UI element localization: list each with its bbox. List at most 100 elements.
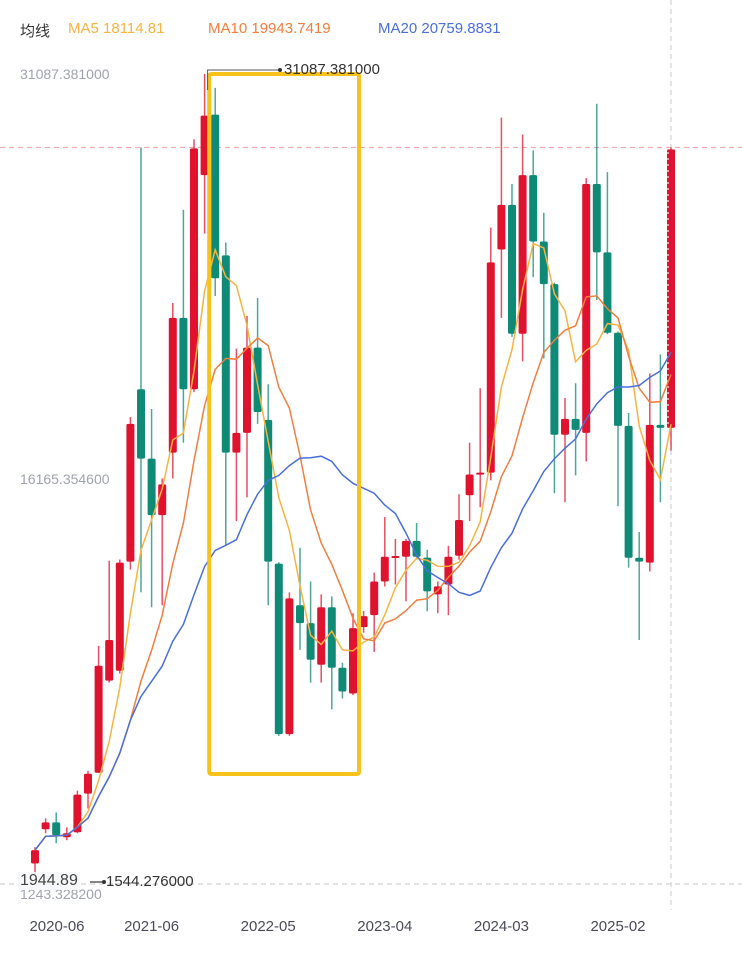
candle [455, 494, 463, 560]
candle-body[interactable] [359, 616, 368, 628]
candle [592, 103, 601, 300]
min-marker-label: 1544.276000 [106, 873, 194, 890]
candle [158, 478, 167, 606]
candle-body[interactable] [126, 423, 135, 562]
candle-body[interactable] [592, 184, 601, 253]
candle-body[interactable] [285, 598, 294, 735]
candle-body[interactable] [158, 484, 167, 516]
candle-body[interactable] [349, 628, 357, 694]
candle [168, 302, 177, 479]
candle-body[interactable] [486, 262, 495, 473]
candle [370, 572, 379, 652]
x-tick-label: 2020-06 [29, 918, 85, 935]
candle-body[interactable] [115, 562, 124, 671]
candle-body[interactable] [518, 175, 527, 334]
x-tick-label: 2022-05 [240, 918, 296, 935]
candle-body[interactable] [232, 432, 241, 453]
candle [317, 594, 326, 683]
candle-body[interactable] [147, 458, 156, 516]
candle-body[interactable] [274, 563, 283, 735]
candle-body[interactable] [423, 557, 432, 592]
ma5-line [34, 242, 672, 851]
candle [603, 172, 612, 335]
y-tick-label-mid: 16165.354600 [20, 471, 110, 487]
candle-body[interactable] [603, 252, 612, 333]
candle [423, 549, 432, 612]
candle-body[interactable] [635, 557, 644, 562]
candle [486, 227, 495, 481]
candle-body[interactable] [168, 317, 177, 453]
candle-body[interactable] [94, 665, 103, 773]
candle [444, 545, 453, 616]
highlight-box [207, 72, 361, 776]
candle-body[interactable] [296, 605, 304, 624]
candle-body[interactable] [656, 424, 665, 428]
candle-body[interactable] [667, 149, 675, 428]
candle-body[interactable] [561, 418, 569, 435]
candle-body[interactable] [624, 425, 633, 558]
candle [115, 559, 124, 674]
candle-body[interactable] [306, 623, 315, 660]
candle-body[interactable] [380, 556, 389, 582]
legend-ma20[interactable]: MA20 20759.8831 [378, 20, 501, 37]
ma20-line [34, 352, 672, 851]
candle [137, 147, 145, 593]
candle-body[interactable] [455, 520, 463, 556]
legend-ma10[interactable]: MA10 19943.7419 [208, 20, 331, 37]
candle-body[interactable] [614, 332, 622, 426]
candle-body[interactable] [412, 540, 421, 557]
candle-body[interactable] [200, 115, 209, 176]
candle-body[interactable] [444, 556, 453, 585]
candle-body[interactable] [550, 284, 559, 435]
y-tick-label-min: 1243.328200 [20, 886, 102, 902]
candle-body[interactable] [497, 204, 506, 250]
min-tooltip: 1944.89 [18, 872, 80, 890]
candle-body[interactable] [476, 472, 485, 475]
candle [359, 611, 368, 633]
candle [200, 74, 209, 234]
candle-body[interactable] [402, 540, 410, 557]
candle [243, 315, 251, 498]
candle-body[interactable] [221, 255, 230, 453]
candle-body[interactable] [84, 773, 92, 794]
candle [645, 373, 654, 572]
candle-body[interactable] [137, 389, 145, 459]
candle-body[interactable] [41, 822, 50, 830]
candle-body[interactable] [338, 667, 347, 692]
candle [624, 412, 633, 568]
candle-body[interactable] [211, 114, 220, 279]
candle-body[interactable] [582, 184, 591, 433]
candle-body[interactable] [243, 347, 251, 433]
candle [635, 531, 644, 640]
candle-body[interactable] [508, 204, 516, 334]
x-tick-label: 2023-04 [357, 918, 413, 935]
candle-body[interactable] [571, 418, 580, 430]
candle-body[interactable] [370, 581, 379, 616]
candle-body[interactable] [391, 555, 400, 558]
candle [327, 596, 336, 710]
candle [391, 538, 400, 585]
candle-body[interactable] [31, 850, 39, 864]
candle [518, 134, 527, 362]
candle-body[interactable] [465, 474, 474, 496]
candle-body[interactable] [539, 241, 548, 285]
candle-body[interactable] [317, 607, 326, 665]
candle-body[interactable] [645, 424, 654, 563]
legend-ma5[interactable]: MA5 18114.81 [68, 20, 165, 37]
candle [508, 184, 516, 337]
candle [614, 331, 622, 507]
candle [84, 770, 92, 809]
candle [296, 547, 304, 650]
candle-body[interactable] [52, 822, 61, 836]
candle [497, 117, 506, 318]
candle-body[interactable] [190, 148, 198, 390]
candle-body[interactable] [529, 175, 538, 242]
candle-body[interactable] [105, 639, 114, 681]
ma10-line [34, 295, 672, 851]
candle [571, 383, 580, 476]
candle-body[interactable] [73, 794, 82, 833]
candle-body[interactable] [327, 607, 336, 668]
candle-body[interactable] [179, 317, 188, 390]
legend-title: 均线 [20, 23, 51, 40]
